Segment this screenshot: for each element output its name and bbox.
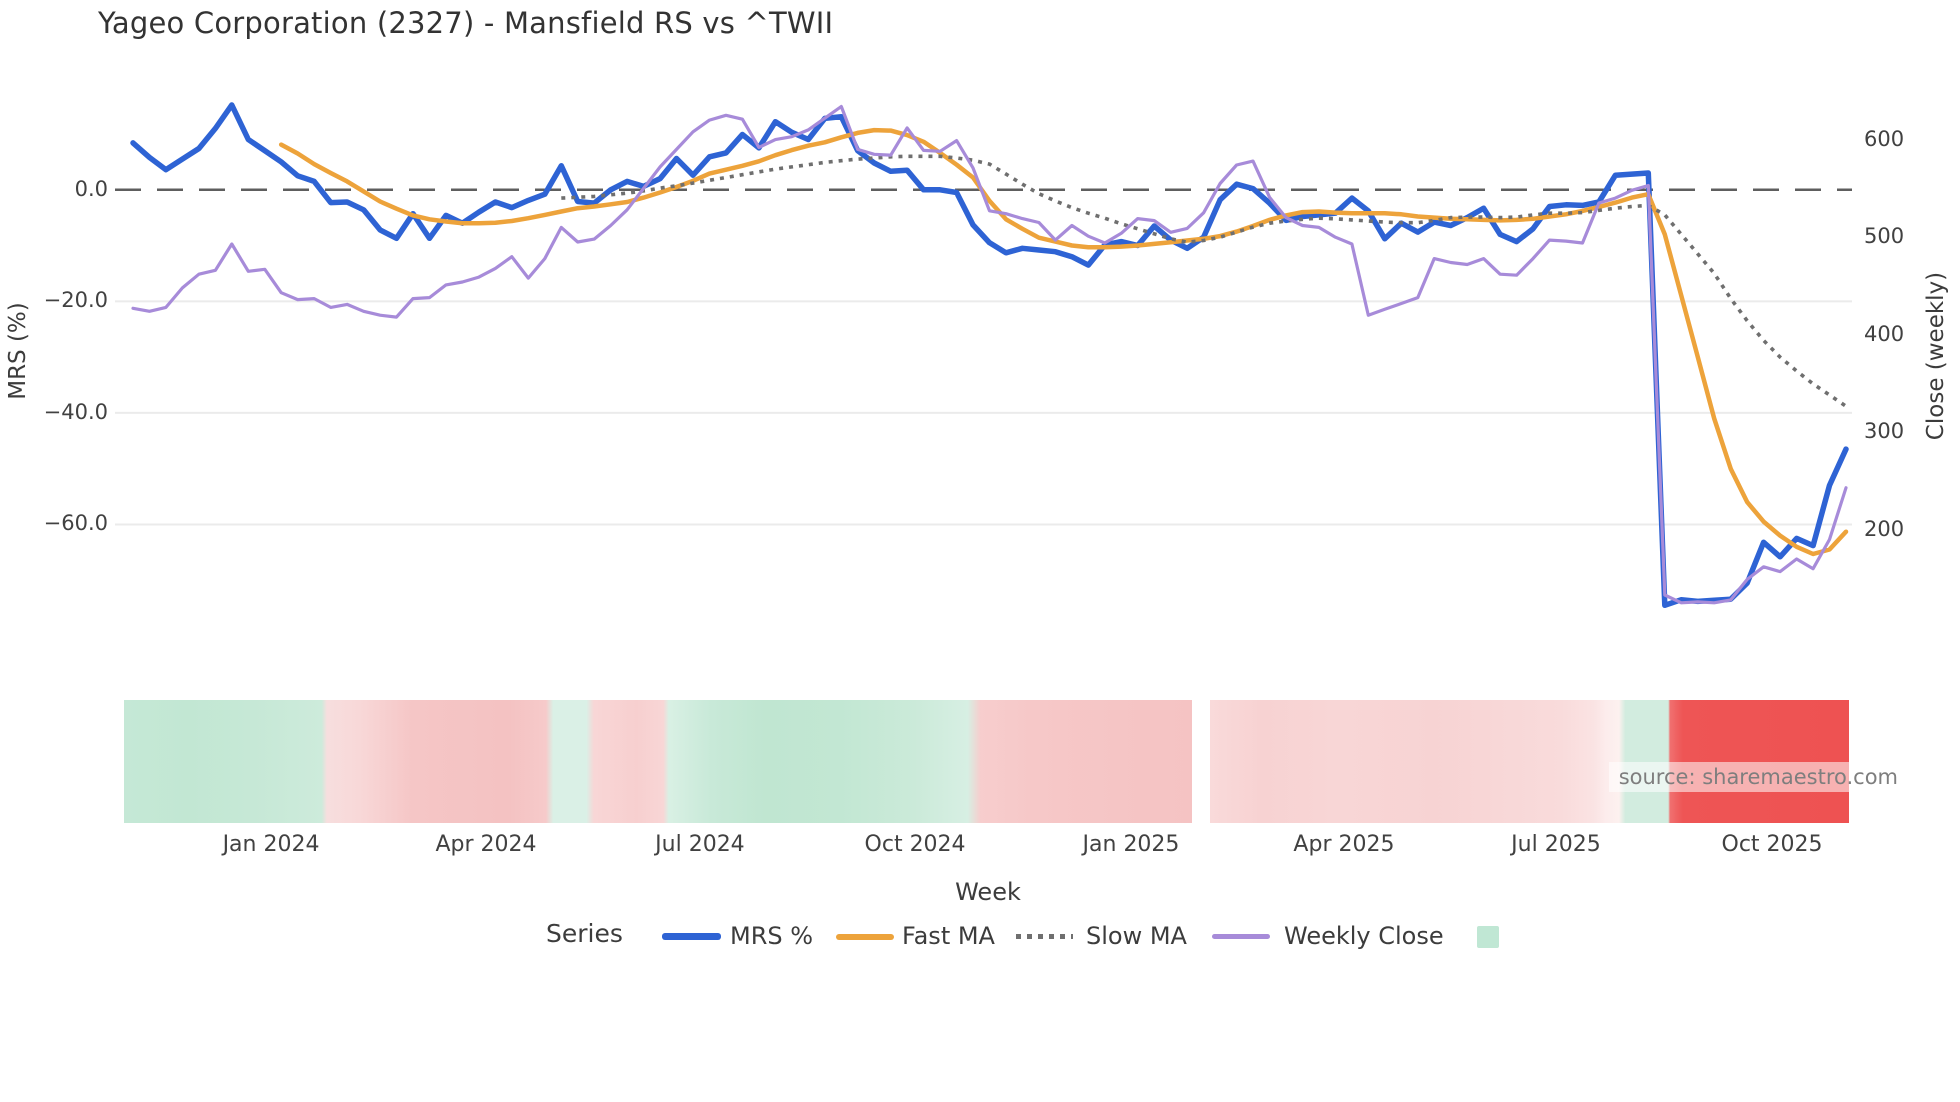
source-note: source: sharemaestro.com xyxy=(1608,762,1908,792)
y-tick-left: 0.0 xyxy=(74,176,108,201)
y-tick-right: 500 xyxy=(1864,224,1905,249)
chart-plot-area xyxy=(115,102,1852,609)
x-tick: Jan 2025 xyxy=(1082,832,1180,857)
momentum-heatmap-strip-2025 xyxy=(1210,700,1849,823)
legend-swatch-weekly-close-line xyxy=(1212,934,1270,939)
y-tick-right: 600 xyxy=(1864,126,1905,151)
x-tick: Jul 2025 xyxy=(1511,832,1601,857)
momentum-heatmap-strip-2024 xyxy=(124,700,1192,823)
legend-label-slow-ma: Slow MA xyxy=(1086,922,1187,950)
x-tick: Oct 2024 xyxy=(864,832,966,857)
series-line-mrs- xyxy=(130,102,1849,609)
x-tick: Apr 2024 xyxy=(435,832,537,857)
legend-swatch-slow-ma-dotted-line xyxy=(1016,934,1073,939)
legend-label-fast-ma: Fast MA xyxy=(902,922,995,950)
legend-label-mrs: MRS % xyxy=(730,922,814,950)
y-tick-right: 200 xyxy=(1864,516,1905,541)
legend-swatch-heatmap xyxy=(1477,926,1499,948)
x-tick: Jul 2024 xyxy=(655,832,745,857)
chart-title: Yageo Corporation (2327) - Mansfield RS … xyxy=(98,6,834,40)
legend-swatch-fast-ma-line xyxy=(836,934,894,940)
series-line-fast-ma xyxy=(278,127,1849,557)
x-tick: Jan 2024 xyxy=(222,832,320,857)
x-tick: Apr 2025 xyxy=(1293,832,1395,857)
series-line-slow-ma xyxy=(561,154,1848,408)
y-tick-left: −40.0 xyxy=(43,399,108,424)
x-tick: Oct 2025 xyxy=(1721,832,1823,857)
legend-label-weekly-close: Weekly Close xyxy=(1284,922,1444,950)
y-tick-right: 400 xyxy=(1864,321,1905,346)
x-axis-label: Week xyxy=(955,878,1021,906)
legend-title: Series xyxy=(546,919,623,948)
legend-swatch-mrs-line xyxy=(662,933,721,940)
series-line-weekly-close xyxy=(131,104,1848,605)
y-tick-right: 300 xyxy=(1864,419,1905,444)
y-tick-left: −20.0 xyxy=(43,288,108,313)
y-tick-left: −60.0 xyxy=(43,511,108,536)
